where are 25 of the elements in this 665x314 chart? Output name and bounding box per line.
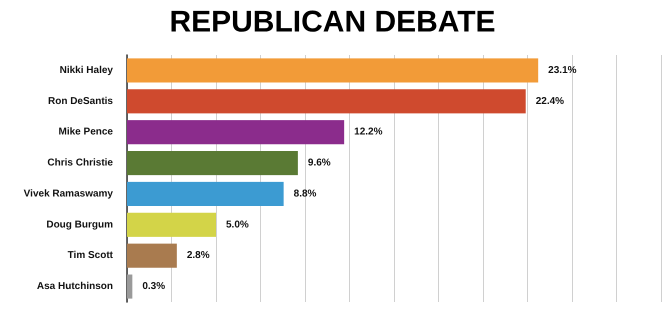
bar <box>127 151 298 176</box>
y-tick-label: Doug Burgum <box>46 219 114 230</box>
bar <box>127 89 526 114</box>
y-tick-label: Vivek Ramaswamy <box>24 188 114 200</box>
data-label: 23.1% <box>548 64 577 76</box>
bar <box>127 120 344 144</box>
data-label: 2.8% <box>186 250 210 262</box>
y-tick-label: Asa Hutchinson <box>36 281 113 292</box>
bar <box>127 182 284 206</box>
bar <box>127 274 132 299</box>
data-label: 9.6% <box>308 158 331 169</box>
bar <box>127 212 216 237</box>
y-tick-label: Chris Christie <box>47 158 114 169</box>
y-tick-label: Ron DeSantis <box>48 96 114 107</box>
data-label: 0.3% <box>142 281 166 292</box>
y-tick-label: Tim Scott <box>68 250 114 262</box>
data-label: 22.4% <box>536 96 564 107</box>
data-label: 12.2% <box>354 126 383 138</box>
data-label: 5.0% <box>226 219 249 230</box>
y-tick-label: Mike Pence <box>58 126 114 138</box>
data-label: 8.8% <box>294 188 317 200</box>
y-tick-label: Nikki Haley <box>60 64 114 76</box>
bar <box>127 244 177 268</box>
chart-title: REPUBLICAN DEBATE <box>169 6 496 38</box>
bar <box>127 58 538 82</box>
